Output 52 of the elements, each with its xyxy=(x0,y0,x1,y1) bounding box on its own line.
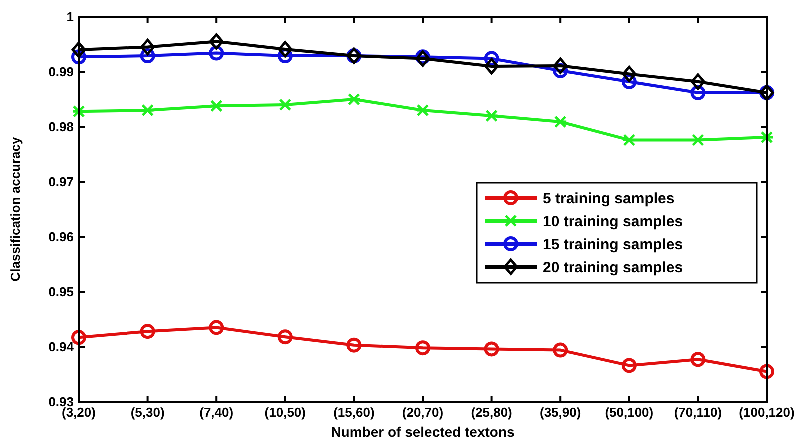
point xyxy=(140,324,156,340)
point xyxy=(484,342,500,357)
y-tick-label: 0.97 xyxy=(48,174,74,190)
point xyxy=(760,364,774,380)
x-tick-label: (35,90) xyxy=(540,405,582,420)
point xyxy=(140,39,156,56)
x-tick-label: (100,120) xyxy=(739,405,795,420)
y-tick-label: 0.98 xyxy=(48,120,74,135)
legend-label: 15 training samples xyxy=(543,236,684,254)
legend-label: 20 training samples xyxy=(543,259,684,276)
point xyxy=(553,116,568,128)
point xyxy=(484,58,500,75)
point xyxy=(622,358,637,374)
point xyxy=(346,93,362,106)
x-tick-label: (5,30) xyxy=(130,405,165,420)
point xyxy=(278,98,293,112)
y-axis-title: Classification accuracy xyxy=(8,136,23,282)
legend-label: 10 training samples xyxy=(543,213,684,230)
point xyxy=(690,134,706,146)
y-tick-label: 0.96 xyxy=(48,230,74,245)
point xyxy=(209,34,224,50)
point xyxy=(484,110,500,122)
legend-label: 5 training samples xyxy=(543,190,675,208)
point xyxy=(209,320,224,336)
point xyxy=(760,131,774,144)
point xyxy=(553,342,568,358)
x-tick-label: (10,50) xyxy=(264,405,306,420)
point xyxy=(140,104,156,117)
point xyxy=(622,134,637,146)
point xyxy=(690,74,706,90)
point xyxy=(72,42,86,58)
point xyxy=(346,338,362,353)
point xyxy=(209,100,224,112)
point xyxy=(553,58,568,74)
y-tick-label: 0.99 xyxy=(48,64,74,80)
point xyxy=(690,352,706,368)
x-tick-label: (70,110) xyxy=(674,405,722,420)
point xyxy=(72,105,86,118)
point xyxy=(416,104,430,117)
y-tick-label: 1 xyxy=(66,10,74,25)
x-axis-title: Number of selected textons xyxy=(331,424,516,440)
point xyxy=(278,41,293,58)
point xyxy=(416,340,430,356)
point xyxy=(278,330,293,345)
point xyxy=(622,66,637,82)
x-tick-label: (20,70) xyxy=(402,405,444,420)
x-tick-label: (7,40) xyxy=(200,405,234,420)
y-tick-label: 0.95 xyxy=(48,284,74,300)
y-tick-label: 0.94 xyxy=(48,340,75,355)
x-tick-label: (50,100) xyxy=(605,405,654,420)
x-tick-label: (15,60) xyxy=(334,405,375,420)
x-tick-label: (25,80) xyxy=(471,405,512,420)
